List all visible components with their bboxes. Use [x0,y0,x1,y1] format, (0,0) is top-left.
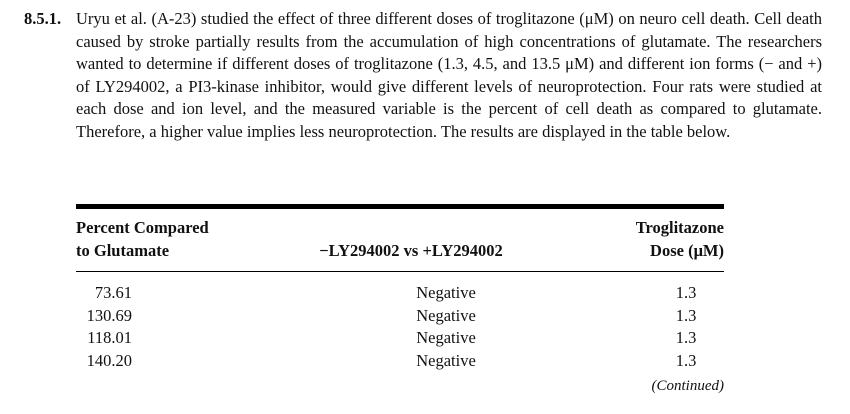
cell-dose: 1.3 [675,328,697,348]
header-ly294002: −LY294002 vs +LY294002 [319,241,503,260]
continued-note: (Continued) [651,378,725,394]
cell-ly294002: Negative [416,305,476,325]
exercise-text: Uryu et al. (A-23) studied the effect of… [76,9,822,141]
table-row: 140.20 Negative 1.3 [76,350,724,373]
header-dose-line2: Dose (μM) [650,240,724,260]
cell-percent: 140.20 [86,350,132,370]
table-header-rule [76,271,724,272]
header-percent-line2: to Glutamate [76,240,170,260]
header-percent-line1: Percent Compared [76,218,209,237]
table-row: 130.69 Negative 1.3 [76,305,724,328]
cell-dose: 1.3 [675,350,697,370]
cell-dose: 1.3 [675,283,697,302]
cell-percent: 73.61 [94,283,132,302]
cell-ly294002: Negative [416,350,476,370]
cell-ly294002: Negative [416,283,476,302]
header-dose: Troglitazone Dose (μM) [636,217,724,262]
cell-ly294002: Negative [416,328,476,348]
table-row: 73.61 Negative 1.3 [76,282,724,305]
table-row: 118.01 Negative 1.3 [76,327,724,350]
cell-percent: 130.69 [86,305,132,325]
header-dose-line1: Troglitazone [635,218,724,237]
header-percent: Percent Compared to Glutamate [76,217,209,262]
exercise-number: 8.5.1. [24,9,62,28]
cell-percent: 118.01 [87,328,132,348]
cell-dose: 1.3 [675,305,697,325]
table-top-rule [76,204,724,209]
